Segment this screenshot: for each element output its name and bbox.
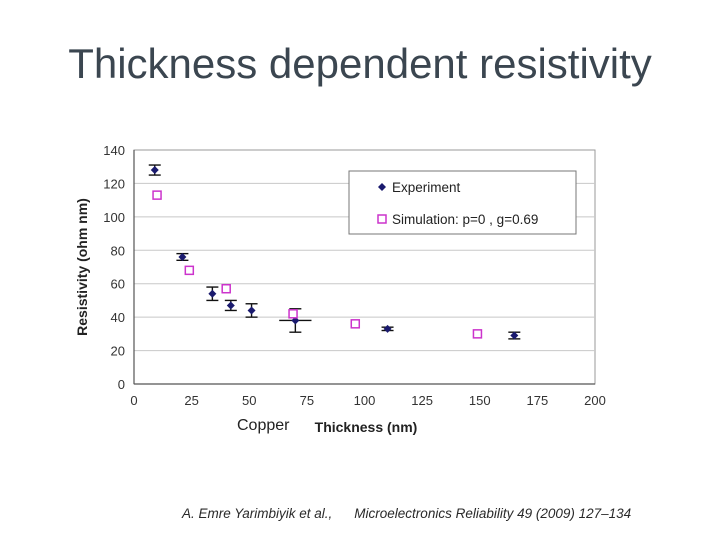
experiment-point-4 xyxy=(245,303,258,318)
data-marks xyxy=(148,164,521,340)
simulation-point-1 xyxy=(184,265,195,276)
experiment-point-1 xyxy=(176,252,189,262)
experiment-point-2 xyxy=(206,286,219,302)
y-tick-label-40: 40 xyxy=(111,310,125,325)
legend: Experiment Simulation: p=0 , g=0.69 xyxy=(348,170,577,235)
legend-marker-experiment xyxy=(378,183,386,191)
y-tick-label-0: 0 xyxy=(118,377,125,392)
experiment-point-0 xyxy=(148,164,161,176)
copper-note: Copper xyxy=(237,417,290,434)
tick-labels: 0 20 40 60 80 100 120 140 0 25 50 75 100 125 150 175 200 xyxy=(103,143,606,408)
experiment-point-3 xyxy=(224,299,237,312)
y-tick-label-60: 60 xyxy=(111,277,125,292)
experiment-diamond xyxy=(150,166,159,175)
x-tick-label-200: 200 xyxy=(584,393,606,408)
simulation-point-2 xyxy=(221,283,231,294)
x-tick-label-100: 100 xyxy=(354,393,376,408)
citation-author: A. Emre Yarimbiyik et al., xyxy=(182,506,333,521)
simulation-point-3 xyxy=(288,309,298,319)
experiment-diamond xyxy=(178,252,187,261)
experiment-diamond xyxy=(226,301,235,310)
x-tick-label-75: 75 xyxy=(300,393,314,408)
citation-journal: Microelectronics Reliability 49 (2009) 1… xyxy=(354,506,632,521)
x-tick-label-175: 175 xyxy=(527,393,549,408)
y-axis-label: Resistivity (ohm nm) xyxy=(74,198,90,336)
experiment-diamond xyxy=(510,331,519,340)
slide-title: Thickness dependent resistivity xyxy=(68,40,652,87)
x-tick-label-0: 0 xyxy=(130,393,137,408)
experiment-diamond xyxy=(383,324,392,333)
experiment-point-7 xyxy=(508,331,521,340)
y-tick-label-100: 100 xyxy=(103,210,125,225)
experiment-diamond xyxy=(247,306,256,315)
x-tick-label-150: 150 xyxy=(469,393,491,408)
legend-box xyxy=(348,170,577,235)
experiment-point-6 xyxy=(381,324,394,333)
simulation-point-0 xyxy=(152,190,162,200)
legend-label-simulation: Simulation: p=0 , g=0.69 xyxy=(392,212,538,227)
axes xyxy=(133,150,595,385)
y-tick-label-140: 140 xyxy=(103,143,125,158)
x-tick-label-50: 50 xyxy=(242,393,256,408)
legend-marker-simulation xyxy=(377,214,387,224)
experiment-diamond xyxy=(208,289,217,298)
x-tick-label-125: 125 xyxy=(411,393,433,408)
simulation-point-5 xyxy=(472,329,483,339)
citation: A. Emre Yarimbiyik et al., Microelectroni… xyxy=(182,506,631,521)
y-tick-label-120: 120 xyxy=(103,176,125,191)
x-axis-label: Thickness (nm) xyxy=(315,419,418,435)
x-tick-label-25: 25 xyxy=(184,393,198,408)
y-tick-label-20: 20 xyxy=(111,344,125,359)
y-tick-label-80: 80 xyxy=(111,243,125,258)
simulation-point-4 xyxy=(350,319,361,329)
legend-label-experiment: Experiment xyxy=(392,180,461,195)
